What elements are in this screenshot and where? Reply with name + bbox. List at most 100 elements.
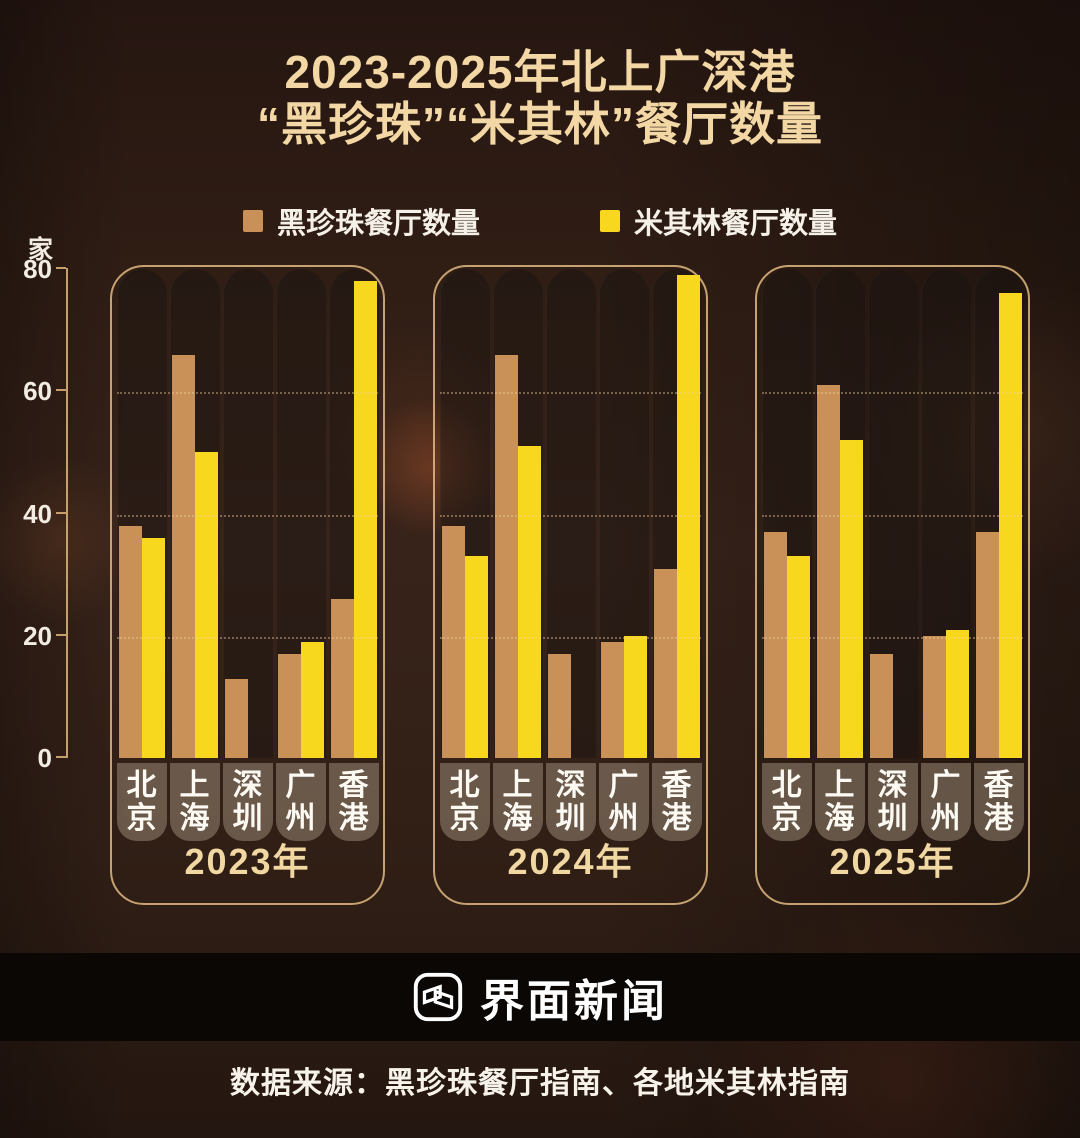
gridline-40 — [117, 514, 378, 517]
gridline-60 — [117, 392, 378, 395]
y-tick-label: 0 — [37, 743, 52, 773]
year-label: 2024年 — [507, 841, 634, 882]
legend: 黑珍珠餐厅数量 米其林餐厅数量 — [0, 200, 1080, 242]
city-label-北京: 北京 — [439, 763, 490, 841]
gridline-60 — [762, 392, 1023, 395]
black-pearl-bar-上海 — [816, 385, 840, 758]
gridline-20 — [117, 636, 378, 639]
chart-title: 2023-2025年北上广深港 “黑珍珠”“米其林”餐厅数量 — [0, 46, 1080, 150]
city-label-char: 广 — [930, 769, 961, 802]
gridline-60 — [440, 392, 701, 395]
black-pearl-bar-广州 — [922, 635, 946, 758]
bar-pair — [546, 269, 596, 758]
year-group-2025: 北京上海深圳广州香港 2025年 — [755, 265, 1030, 905]
y-axis-unit-label: 家 — [28, 236, 54, 264]
black-pearl-bar-香港 — [653, 568, 677, 758]
y-tick-mark — [56, 511, 66, 514]
city-label-char: 北 — [771, 769, 802, 802]
black-pearl-bar-北京 — [763, 531, 787, 758]
city-label-char: 上 — [824, 769, 855, 802]
city-label-char: 州 — [285, 802, 316, 835]
city-label-char: 海 — [179, 802, 210, 835]
michelin-bar-香港 — [676, 275, 700, 758]
black-pearl-bar-深圳 — [547, 654, 571, 758]
black-pearl-bar-北京 — [441, 525, 465, 758]
y-tick-label: 60 — [23, 376, 52, 407]
city-label-char: 广 — [608, 769, 639, 802]
legend-item-black-pearl: 黑珍珠餐厅数量 — [242, 200, 480, 242]
year-group-2024: 北京上海深圳广州香港 2024年 — [433, 265, 708, 905]
bar-pair — [815, 269, 865, 758]
city-label-char: 州 — [608, 802, 639, 835]
y-tick-mark — [56, 756, 66, 758]
gridline-40 — [440, 514, 701, 517]
legend-label-michelin: 米其林餐厅数量 — [634, 208, 838, 240]
city-label-char: 香 — [983, 769, 1014, 802]
city-label-char: 香 — [338, 769, 369, 802]
city-label-北京: 北京 — [116, 763, 167, 841]
city-label-广州: 广州 — [275, 763, 326, 841]
michelin-bar-上海 — [517, 446, 541, 758]
city-label-香港: 香港 — [328, 763, 379, 841]
y-tick-mark — [56, 267, 66, 269]
bar-pair — [868, 269, 918, 758]
city-label-char: 京 — [126, 802, 157, 835]
gridline-20 — [440, 636, 701, 639]
city-label-char: 深 — [877, 769, 908, 802]
city-label-上海: 上海 — [814, 763, 865, 841]
bar-pair — [223, 269, 273, 758]
gridline-40 — [762, 514, 1023, 517]
city-label-深圳: 深圳 — [222, 763, 273, 841]
city-label-char: 港 — [338, 802, 369, 835]
black-pearl-swatch-icon — [242, 210, 263, 232]
brand-band: 界面新闻 — [0, 953, 1080, 1041]
bar-pair — [762, 269, 812, 758]
city-label-香港: 香港 — [651, 763, 702, 841]
y-tick-label: 80 — [23, 254, 52, 284]
city-label-char: 北 — [126, 769, 157, 802]
black-pearl-bar-广州 — [277, 654, 301, 758]
bar-pair — [652, 269, 702, 758]
city-label-char: 州 — [930, 802, 961, 835]
michelin-bar-广州 — [623, 635, 647, 758]
city-label-char: 香 — [661, 769, 692, 802]
bar-pair — [599, 269, 649, 758]
city-label-char: 京 — [449, 802, 480, 835]
michelin-bar-广州 — [300, 641, 324, 758]
michelin-swatch-icon — [600, 210, 620, 232]
y-tick-label: 20 — [23, 620, 52, 651]
city-label-char: 港 — [983, 802, 1014, 835]
y-tick-mark — [56, 633, 66, 636]
city-label-char: 北 — [449, 769, 480, 802]
city-label-深圳: 深圳 — [545, 763, 596, 841]
black-pearl-bar-香港 — [330, 599, 354, 758]
city-label-char: 圳 — [877, 802, 908, 835]
bar-pair — [974, 269, 1024, 758]
y-axis-line — [66, 268, 68, 758]
y-tick-label: 40 — [23, 498, 52, 529]
city-label-char: 海 — [502, 802, 533, 835]
legend-label-black-pearl: 黑珍珠餐厅数量 — [276, 208, 480, 240]
legend-item-michelin: 米其林餐厅数量 — [600, 200, 837, 242]
city-label-char: 京 — [771, 802, 802, 835]
chart-title-line2: “黑珍珠”“米其林”餐厅数量 — [257, 98, 823, 150]
city-label-char: 海 — [824, 802, 855, 835]
chart-title-line1: 2023-2025年北上广深港 — [284, 46, 796, 98]
gridline-20 — [762, 636, 1023, 639]
city-label-广州: 广州 — [920, 763, 971, 841]
city-label-char: 深 — [555, 769, 586, 802]
bar-pair — [921, 269, 971, 758]
city-label-香港: 香港 — [973, 763, 1024, 841]
michelin-bar-上海 — [194, 452, 218, 758]
black-pearl-bar-深圳 — [224, 678, 248, 758]
michelin-bar-北京 — [786, 556, 810, 758]
data-source-text: 数据来源：黑珍珠餐厅指南、各地米其林指南 — [230, 1067, 850, 1100]
black-pearl-bar-北京 — [118, 525, 142, 758]
brand-name: 界面新闻 — [480, 977, 668, 1026]
year-label: 2023年 — [184, 841, 311, 882]
year-group-2023: 北京上海深圳广州香港 2023年 — [110, 265, 385, 905]
jiemian-logo-icon — [413, 972, 463, 1022]
column-background — [222, 269, 273, 758]
city-label-深圳: 深圳 — [867, 763, 918, 841]
bar-pair — [117, 269, 167, 758]
